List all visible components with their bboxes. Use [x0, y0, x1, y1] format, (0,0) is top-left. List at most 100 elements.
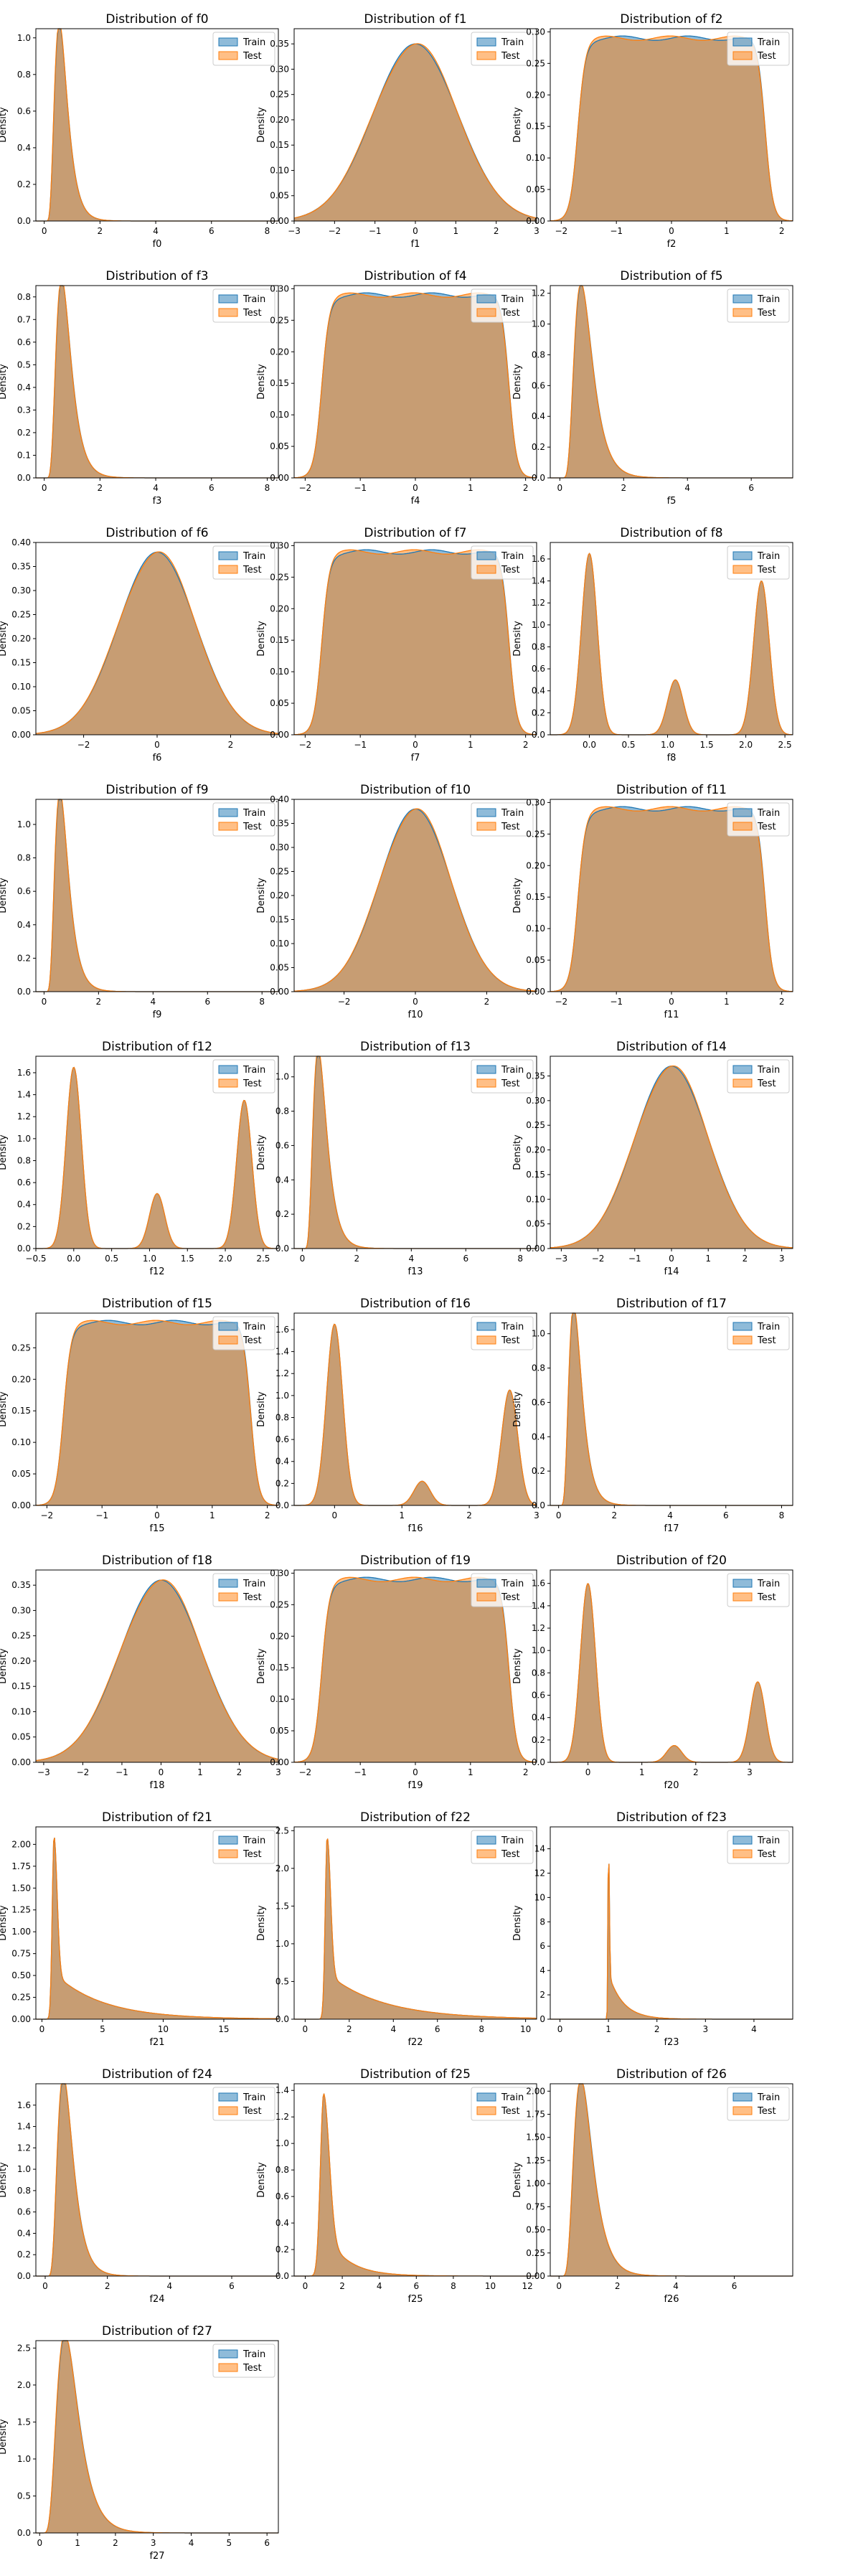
x-tick-label: 3	[702, 2024, 708, 2034]
x-axis-label: f5	[667, 496, 677, 507]
x-tick-label: −2	[299, 740, 312, 750]
x-tick-label: 1.0	[661, 740, 674, 750]
x-tick-label: −1	[610, 226, 623, 236]
legend-label-train: Train	[242, 1322, 265, 1332]
test-density-line	[293, 808, 537, 992]
test-density-area	[294, 2093, 537, 2276]
y-tick-label: 0.35	[11, 562, 31, 572]
x-tick-label: 0.0	[67, 1254, 80, 1264]
y-tick-label: 0.5	[17, 359, 31, 370]
subplot-title: Distribution of f3	[105, 269, 208, 283]
y-tick-label: 0.0	[17, 1244, 31, 1254]
test-density-area	[550, 1584, 793, 1762]
x-tick-label: 8	[259, 997, 265, 1007]
y-tick-label: 0.4	[17, 920, 31, 930]
x-tick-label: 0	[413, 226, 418, 236]
x-tick-label: −2	[328, 226, 341, 236]
legend-label-test: Test	[757, 822, 776, 832]
y-axis-label: Density	[256, 2162, 267, 2198]
legend-swatch-test	[218, 51, 238, 60]
y-tick-label: 0.0	[17, 987, 31, 997]
y-tick-label: 0.25	[526, 2248, 545, 2258]
x-tick-label: 0	[556, 1510, 562, 1520]
y-tick-label: 0.2	[532, 442, 545, 452]
x-tick-label: 0	[585, 1767, 591, 1777]
legend-swatch-test	[476, 822, 496, 831]
subplot-title: Distribution of f22	[360, 1810, 471, 1825]
y-tick-label: 0.0	[17, 2528, 31, 2538]
subplot-f19: Distribution of f19 −2 −1 0 1 2 0.00 0.05 0.10 0.…	[256, 1553, 537, 1791]
legend-label-train: Train	[242, 1835, 265, 1846]
legend-label-test: Test	[501, 1078, 520, 1089]
x-tick-label: 2	[615, 2281, 621, 2291]
x-tick-label: 3	[779, 1254, 785, 1264]
x-tick-label: 0	[669, 997, 674, 1007]
legend-swatch-test	[732, 1078, 753, 1088]
y-tick-label: 0.4	[275, 2218, 289, 2228]
y-tick-label: 0.00	[11, 1500, 31, 1510]
x-tick-label: 0	[332, 1510, 338, 1520]
legend: Train Test	[727, 1316, 790, 1350]
x-tick-label: 2	[113, 2538, 118, 2548]
y-tick-label: 0.6	[532, 664, 545, 674]
x-tick-label: 6	[413, 2281, 419, 2291]
subplot-title: Distribution of f26	[616, 2067, 727, 2082]
y-tick-label: 0.5	[17, 2491, 31, 2501]
y-tick-label: 0.35	[526, 1071, 545, 1081]
y-tick-label: 1.0	[17, 2164, 31, 2174]
subplot-title: Distribution of f1	[364, 12, 466, 27]
legend-swatch-train	[476, 1835, 496, 1845]
axes-frame	[293, 2083, 537, 2277]
x-tick-label: −0.5	[25, 1254, 46, 1264]
legend-label-test: Test	[242, 308, 262, 319]
y-tick-label: 14	[534, 1844, 545, 1854]
test-density-area	[294, 43, 537, 222]
subplot-f7: Distribution of f7 −2 −1 0 1 2 0.00 0.05 0.10 0.1…	[256, 526, 537, 763]
y-axis-label: Density	[256, 621, 267, 657]
subplot-f20: Distribution of f20 0 1 2 3 0.0 0.2 0.4 0.6 0.8 1.…	[512, 1553, 793, 1791]
y-tick-label: 0.4	[532, 1432, 545, 1442]
x-tick-label: 2.5	[256, 1254, 270, 1264]
x-tick-label: 8	[779, 1510, 785, 1520]
legend-label-train: Train	[242, 37, 265, 48]
legend-label-test: Test	[242, 2106, 262, 2117]
y-tick-label: 0.0	[17, 473, 31, 483]
y-tick-label: 0.10	[11, 1437, 31, 1447]
legend-swatch-train	[218, 808, 238, 817]
y-axis-label: Density	[256, 1905, 267, 1941]
y-tick-label: 1.2	[17, 1111, 31, 1122]
legend-label-train: Train	[242, 2349, 265, 2360]
y-tick-label: 1.2	[17, 2143, 31, 2153]
x-axis-label: f9	[153, 1010, 162, 1020]
y-tick-label: 1.4	[17, 1090, 31, 1100]
x-tick-label: 3	[747, 1767, 753, 1777]
y-tick-label: 0.05	[526, 1219, 545, 1229]
legend-label-train: Train	[757, 1835, 780, 1846]
y-tick-label: 1.00	[11, 1927, 31, 1937]
legend-swatch-train	[732, 808, 753, 817]
y-tick-label: 1.4	[532, 1601, 545, 1611]
y-tick-label: 0.8	[17, 1155, 31, 1165]
subplot-title: Distribution of f8	[620, 526, 722, 540]
subplot-title: Distribution of f24	[102, 2067, 212, 2082]
test-density-area	[294, 293, 537, 478]
x-tick-label: 2	[466, 1510, 472, 1520]
legend-label-test: Test	[242, 2363, 262, 2374]
y-tick-label: 0.25	[526, 58, 545, 68]
x-tick-label: 4	[751, 2024, 757, 2034]
x-tick-label: 2	[612, 1510, 618, 1520]
test-density-area	[294, 1056, 537, 1249]
subplot-title: Distribution of f6	[105, 526, 208, 540]
x-tick-label: −1	[628, 1254, 641, 1264]
y-axis-label: Density	[512, 1391, 523, 1427]
y-tick-label: 1.4	[532, 576, 545, 586]
axes-frame	[35, 285, 279, 479]
y-tick-label: 0.30	[526, 797, 545, 807]
y-tick-label: 1.5	[17, 2417, 31, 2427]
legend-swatch-test	[218, 2363, 238, 2372]
x-tick-label: 2	[523, 740, 529, 750]
x-tick-label: 2	[743, 1254, 748, 1264]
y-tick-label: 0.4	[275, 1175, 289, 1185]
legend: Train Test	[471, 1573, 534, 1607]
x-tick-label: −2	[592, 1254, 605, 1264]
